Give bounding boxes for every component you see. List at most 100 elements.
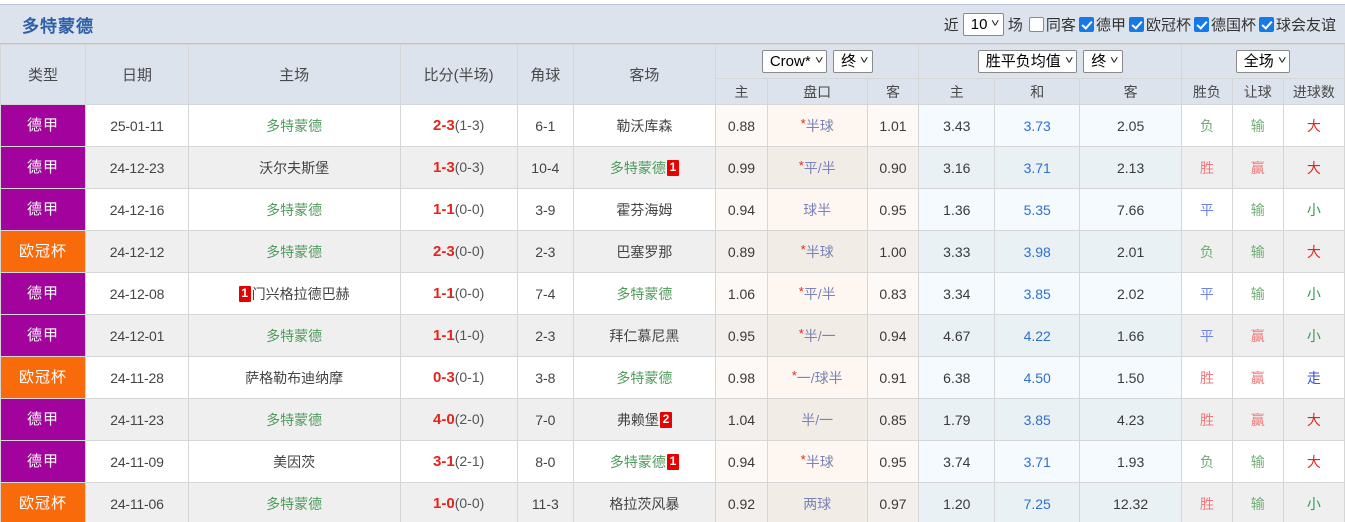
- europe-draw-odds[interactable]: 3.85: [994, 398, 1081, 441]
- league-checkbox-0[interactable]: [1078, 16, 1094, 32]
- table-row[interactable]: 欧冠杯 24-11-06 多特蒙德 1-0(0-0) 11-3 格拉茨风暴 0.92 两球 0.…: [0, 482, 1345, 522]
- handicap-home-odds[interactable]: 1.04: [715, 398, 768, 441]
- match-score[interactable]: 4-0(2-0): [399, 398, 518, 441]
- home-team[interactable]: 多特蒙德: [187, 314, 401, 357]
- col-hcap-line[interactable]: 盘口: [766, 78, 868, 105]
- europe-away-odds[interactable]: 12.32: [1079, 482, 1182, 522]
- league-filter-0[interactable]: 德甲: [1078, 14, 1127, 35]
- handicap-line[interactable]: *半/一: [766, 314, 868, 357]
- handicap-away-odds[interactable]: 0.97: [866, 482, 920, 522]
- col-result-hcap[interactable]: 让球: [1231, 78, 1284, 105]
- away-team[interactable]: 霍芬海姆: [572, 188, 717, 231]
- match-score[interactable]: 2-3(1-3): [399, 104, 518, 147]
- home-team[interactable]: 萨格勒布迪纳摩: [187, 356, 401, 399]
- away-team[interactable]: 多特蒙德: [572, 356, 717, 399]
- col-hcap-away[interactable]: 客: [866, 78, 920, 105]
- europe-home-odds[interactable]: 4.67: [918, 314, 996, 357]
- col-eu-home[interactable]: 主: [918, 78, 996, 105]
- bookmaker-select[interactable]: Crow* ˅: [761, 50, 828, 73]
- handicap-away-odds[interactable]: 0.94: [866, 314, 920, 357]
- europe-draw-odds[interactable]: 3.85: [994, 272, 1081, 315]
- away-team[interactable]: 拜仁慕尼黑: [572, 314, 717, 357]
- eu-period-select[interactable]: 终 ˅: [1083, 50, 1123, 73]
- handicap-line[interactable]: *半球: [766, 440, 868, 483]
- match-score[interactable]: 1-1(1-0): [399, 314, 518, 357]
- table-row[interactable]: 德甲 24-12-01 多特蒙德 1-1(1-0) 2-3 拜仁慕尼黑 0.95 *半/一 0.…: [0, 314, 1345, 357]
- europe-away-odds[interactable]: 2.13: [1079, 146, 1182, 189]
- handicap-line[interactable]: *半球: [766, 230, 868, 273]
- europe-away-odds[interactable]: 4.23: [1079, 398, 1182, 441]
- away-team[interactable]: 格拉茨风暴: [572, 482, 717, 522]
- col-eu-away[interactable]: 客: [1079, 78, 1182, 105]
- handicap-line[interactable]: 两球: [766, 482, 868, 522]
- handicap-away-odds[interactable]: 0.83: [866, 272, 920, 315]
- europe-draw-odds[interactable]: 5.35: [994, 188, 1081, 231]
- league-badge-cell[interactable]: 德甲: [0, 440, 87, 483]
- league-filter-1[interactable]: 欧冠杯: [1128, 14, 1192, 35]
- match-score[interactable]: 1-0(0-0): [399, 482, 518, 522]
- match-score[interactable]: 3-1(2-1): [399, 440, 518, 483]
- europe-draw-odds[interactable]: 4.50: [994, 356, 1081, 399]
- home-team[interactable]: 1 门兴格拉德巴赫: [187, 272, 401, 315]
- league-filter-3[interactable]: 球会友谊: [1258, 14, 1337, 35]
- handicap-home-odds[interactable]: 0.88: [715, 104, 768, 147]
- league-checkbox-3[interactable]: [1258, 16, 1274, 32]
- league-badge-cell[interactable]: 欧冠杯: [0, 356, 87, 399]
- europe-home-odds[interactable]: 3.33: [918, 230, 996, 273]
- table-row[interactable]: 欧冠杯 24-11-28 萨格勒布迪纳摩 0-3(0-1) 3-8 多特蒙德 0.98 *一/…: [0, 356, 1345, 399]
- europe-home-odds[interactable]: 1.79: [918, 398, 996, 441]
- table-row[interactable]: 德甲 25-01-11 多特蒙德 2-3(1-3) 6-1 勒沃库森 0.88 *半球 1.01…: [0, 104, 1345, 147]
- col-result-wl[interactable]: 胜负: [1180, 78, 1233, 105]
- same-away-checkbox-group[interactable]: 同客: [1028, 14, 1077, 35]
- home-team[interactable]: 美因茨: [187, 440, 401, 483]
- handicap-home-odds[interactable]: 0.89: [715, 230, 768, 273]
- col-score[interactable]: 比分(半场): [399, 44, 518, 105]
- match-score[interactable]: 1-3(0-3): [399, 146, 518, 189]
- europe-away-odds[interactable]: 1.50: [1079, 356, 1182, 399]
- league-badge-cell[interactable]: 德甲: [0, 104, 87, 147]
- match-count-select[interactable]: 10 ˅: [962, 12, 1004, 36]
- europe-away-odds[interactable]: 2.02: [1079, 272, 1182, 315]
- table-row[interactable]: 德甲 24-12-23 沃尔夫斯堡 1-3(0-3) 10-4 多特蒙德 1 0.99 *平/半…: [0, 146, 1345, 189]
- col-date[interactable]: 日期: [85, 44, 189, 105]
- europe-away-odds[interactable]: 2.05: [1079, 104, 1182, 147]
- table-row[interactable]: 欧冠杯 24-12-12 多特蒙德 2-3(0-0) 2-3 巴塞罗那 0.89 *半球 1.0…: [0, 230, 1345, 273]
- handicap-home-odds[interactable]: 0.92: [715, 482, 768, 522]
- match-score[interactable]: 0-3(0-1): [399, 356, 518, 399]
- same-away-checkbox[interactable]: [1028, 16, 1044, 32]
- league-badge-cell[interactable]: 德甲: [0, 398, 87, 441]
- handicap-away-odds[interactable]: 0.90: [866, 146, 920, 189]
- handicap-away-odds[interactable]: 0.95: [866, 188, 920, 231]
- col-eu-draw[interactable]: 和: [994, 78, 1081, 105]
- match-score[interactable]: 2-3(0-0): [399, 230, 518, 273]
- league-badge-cell[interactable]: 欧冠杯: [0, 230, 87, 273]
- league-filter-2[interactable]: 德国杯: [1193, 14, 1257, 35]
- handicap-line[interactable]: *一/球半: [766, 356, 868, 399]
- away-team[interactable]: 勒沃库森: [572, 104, 717, 147]
- handicap-away-odds[interactable]: 1.01: [866, 104, 920, 147]
- handicap-away-odds[interactable]: 1.00: [866, 230, 920, 273]
- league-badge-cell[interactable]: 德甲: [0, 272, 87, 315]
- away-team[interactable]: 多特蒙德: [572, 272, 717, 315]
- away-team[interactable]: 多特蒙德 1: [572, 146, 717, 189]
- league-checkbox-1[interactable]: [1128, 16, 1144, 32]
- league-badge-cell[interactable]: 德甲: [0, 314, 87, 357]
- europe-draw-odds[interactable]: 3.71: [994, 440, 1081, 483]
- league-checkbox-2[interactable]: [1193, 16, 1209, 32]
- europe-draw-odds[interactable]: 3.73: [994, 104, 1081, 147]
- handicap-home-odds[interactable]: 0.98: [715, 356, 768, 399]
- handicap-line[interactable]: 半/一: [766, 398, 868, 441]
- handicap-line[interactable]: *平/半: [766, 272, 868, 315]
- europe-away-odds[interactable]: 1.93: [1079, 440, 1182, 483]
- handicap-away-odds[interactable]: 0.91: [866, 356, 920, 399]
- table-row[interactable]: 德甲 24-12-08 1 门兴格拉德巴赫 1-1(0-0) 7-4 多特蒙德 1.06 *平/…: [0, 272, 1345, 315]
- away-team[interactable]: 弗赖堡 2: [572, 398, 717, 441]
- home-team[interactable]: 多特蒙德: [187, 104, 401, 147]
- handicap-home-odds[interactable]: 1.06: [715, 272, 768, 315]
- match-score[interactable]: 1-1(0-0): [399, 188, 518, 231]
- col-result-goals[interactable]: 进球数: [1282, 78, 1345, 105]
- europe-home-odds[interactable]: 3.16: [918, 146, 996, 189]
- home-team[interactable]: 多特蒙德: [187, 230, 401, 273]
- table-row[interactable]: 德甲 24-11-09 美因茨 3-1(2-1) 8-0 多特蒙德 1 0.94 *半球 0.95…: [0, 440, 1345, 483]
- home-team[interactable]: 多特蒙德: [187, 188, 401, 231]
